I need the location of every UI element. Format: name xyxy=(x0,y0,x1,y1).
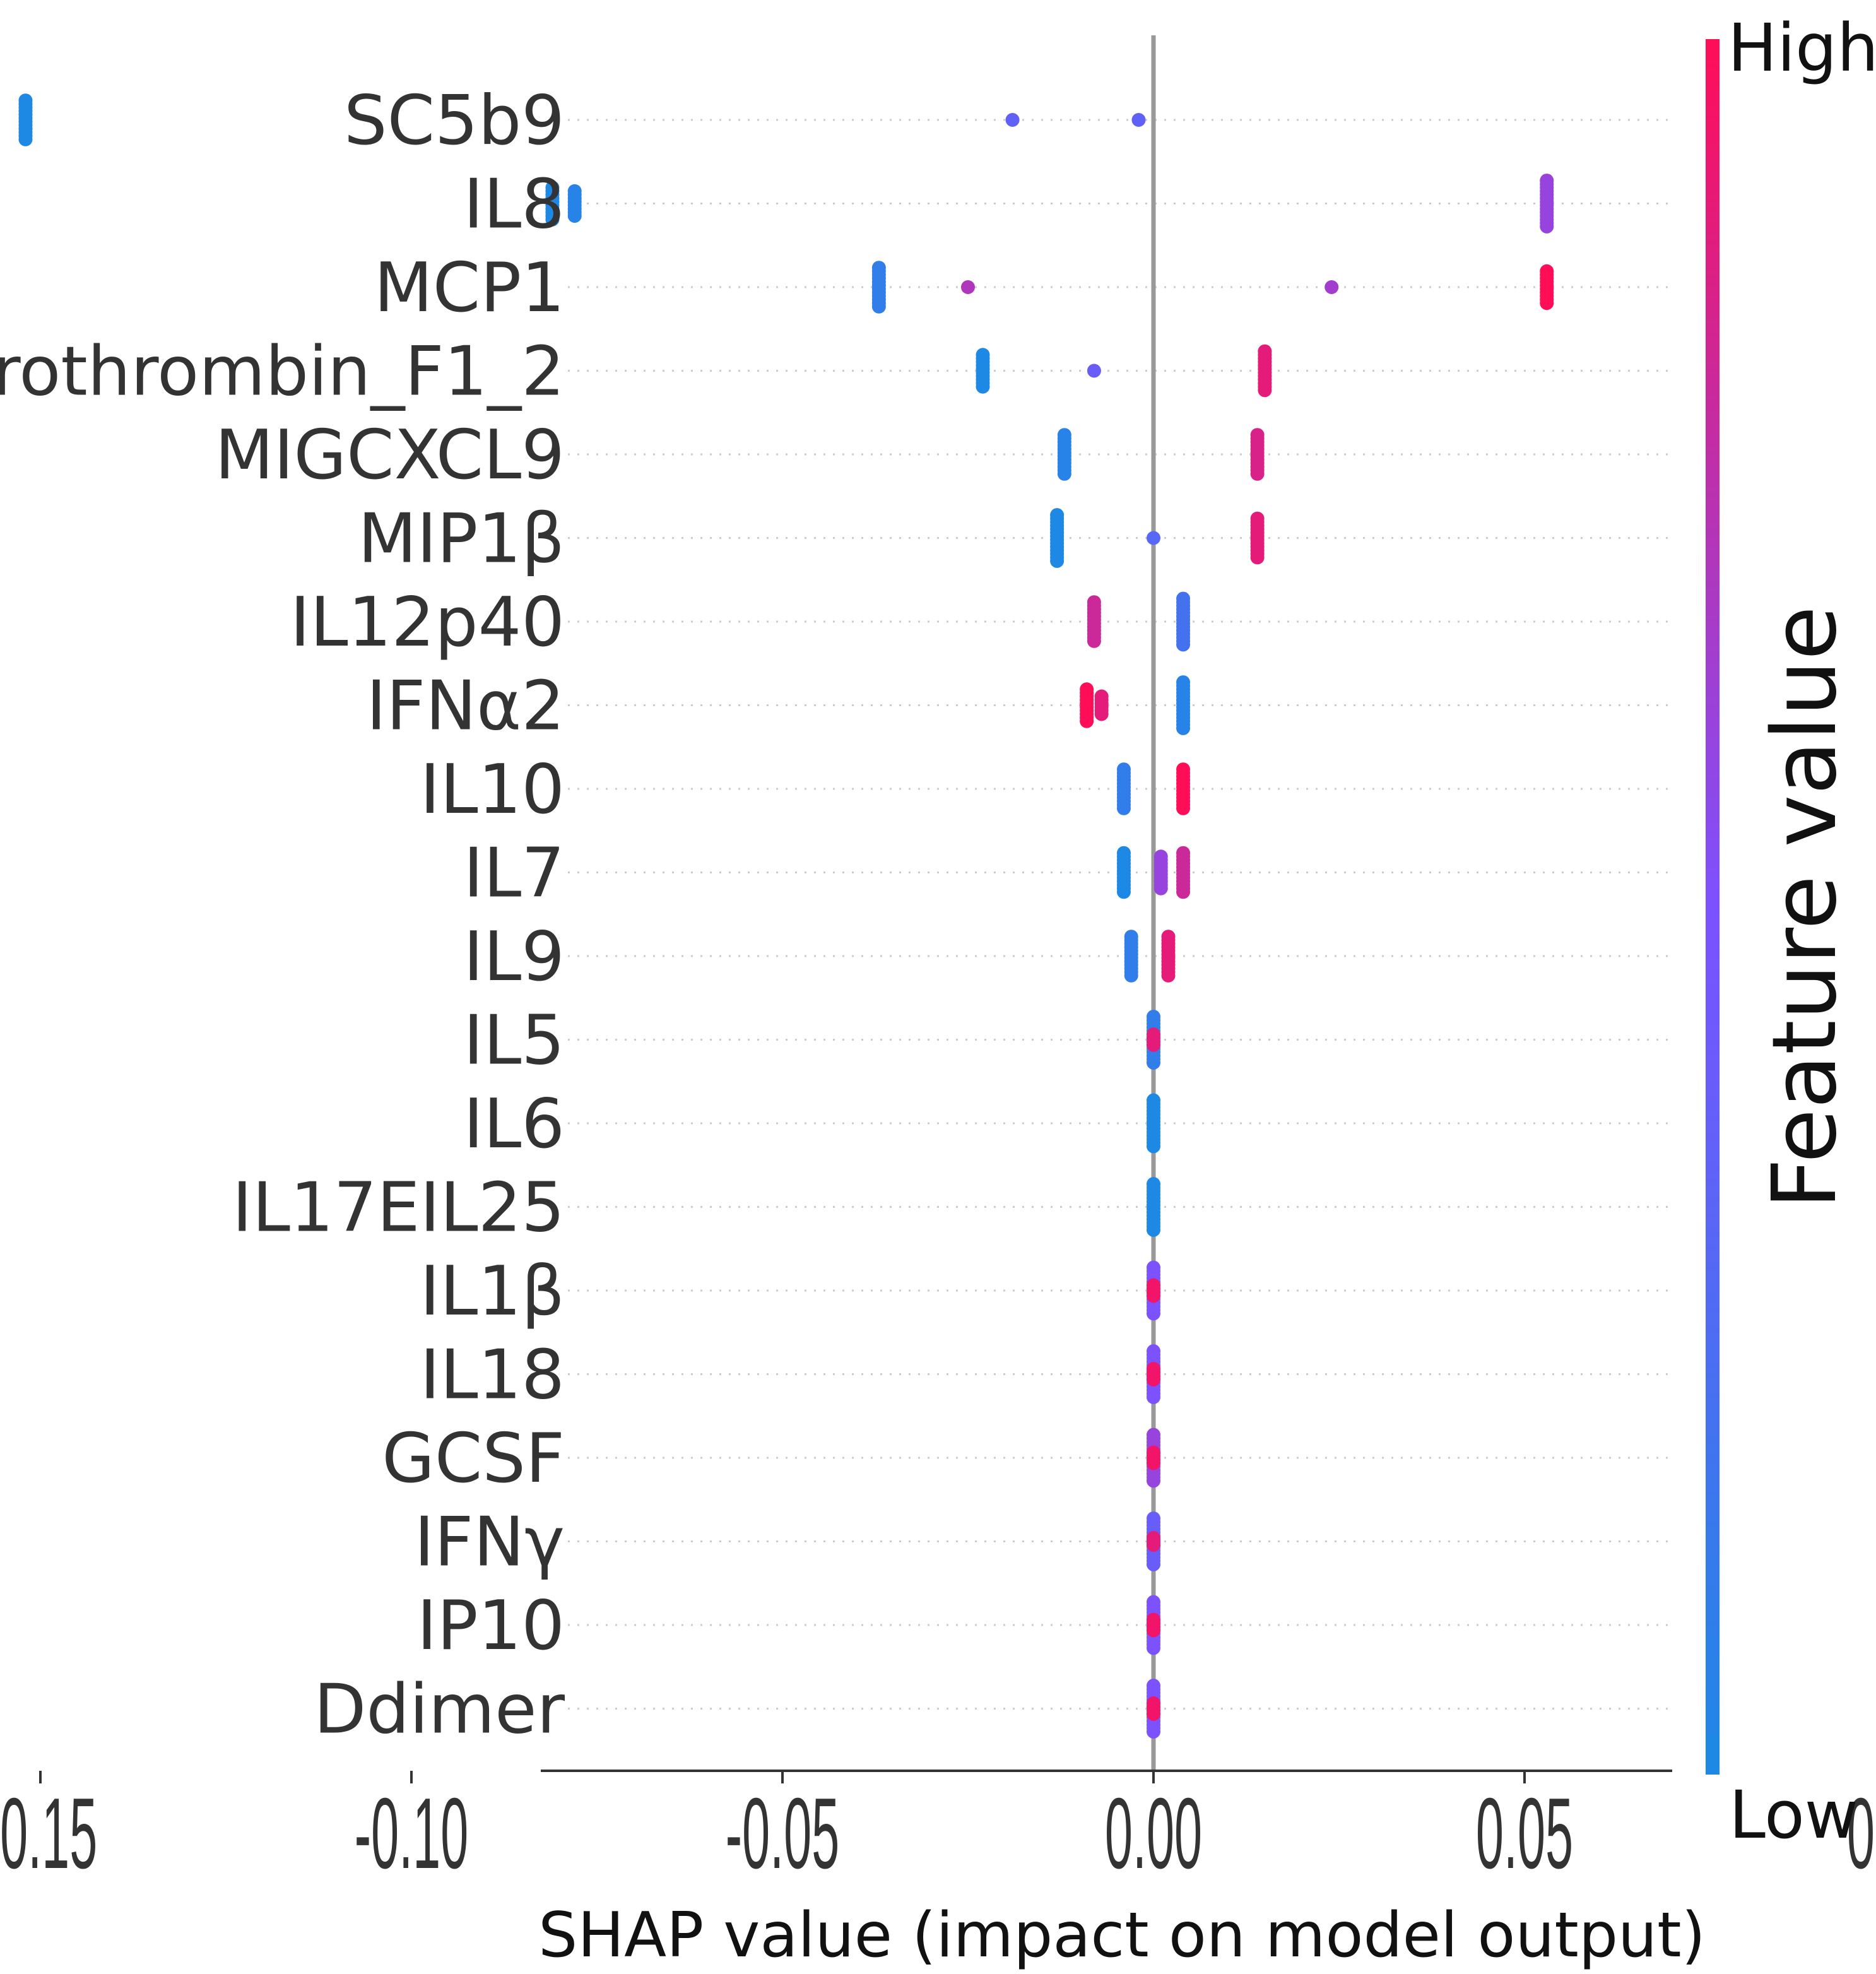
feature-label-il6: IL6 xyxy=(463,1085,565,1164)
point-il9-1-11 xyxy=(1161,968,1176,983)
feature-label-ifn-: IFNγ xyxy=(414,1503,565,1582)
feature-label-il12p40: IL12p40 xyxy=(290,583,565,662)
point-il18-1-3 xyxy=(1147,1372,1160,1386)
point-ifn--1-2 xyxy=(1147,1538,1160,1552)
point-il8-1-7 xyxy=(567,209,582,223)
point-prothrombin-f1-2-0-9 xyxy=(976,379,990,394)
feature-label-il18: IL18 xyxy=(420,1336,565,1415)
feature-label-sc5b9: SC5b9 xyxy=(344,81,565,160)
point-il6-0-13 xyxy=(1147,1139,1160,1154)
point-ddimer-1-3 xyxy=(1147,1706,1160,1721)
feature-label-prothrombin-f1-2: Prothrombin_F1_2 xyxy=(0,333,565,411)
feature-label-ip10: IP10 xyxy=(417,1587,565,1665)
colorbar xyxy=(1706,39,1720,1775)
feature-label-il17eil25: IL17EIL25 xyxy=(232,1169,565,1248)
feature-label-il8: IL8 xyxy=(463,165,565,244)
point-il17eil25-0-13 xyxy=(1147,1222,1160,1237)
feature-label-mcp1: MCP1 xyxy=(374,249,565,328)
data-points xyxy=(18,93,1554,1739)
point-sc5b9-1-0 xyxy=(1005,113,1020,127)
x-tick-label: -0.15 xyxy=(0,1777,97,1890)
point-il10-0-11 xyxy=(1116,801,1131,815)
feature-label-ifn-2: IFNα2 xyxy=(366,667,565,746)
point-il8-0-9 xyxy=(545,212,560,227)
point-ip10-0-13 xyxy=(1147,1641,1160,1655)
point-il18-0-13 xyxy=(1147,1390,1160,1404)
colorbar-low-end xyxy=(1706,1734,1720,1775)
point-il1--0-13 xyxy=(1147,1306,1160,1321)
point-il12p40-0-11 xyxy=(1087,634,1101,648)
feature-label-il10: IL10 xyxy=(420,750,565,829)
point-prothrombin-f1-2-2-11 xyxy=(1258,383,1272,398)
point-mip1--0-13 xyxy=(1050,553,1065,568)
feature-label-il1-: IL1β xyxy=(420,1252,565,1331)
point-migcxcl9-0-11 xyxy=(1057,466,1071,481)
colorbar-title: Feature value xyxy=(1754,606,1856,1209)
point-ifn-2-1-5 xyxy=(1094,707,1109,721)
point-sc5b9-2-0 xyxy=(1131,113,1146,127)
point-il10-1-11 xyxy=(1176,801,1191,815)
point-ddimer-0-13 xyxy=(1147,1724,1160,1739)
feature-label-il7: IL7 xyxy=(463,834,565,913)
feature-label-mip1-: MIP1β xyxy=(358,500,565,579)
point-mcp1-0-11 xyxy=(871,299,886,314)
point-gcsf-0-13 xyxy=(1147,1474,1160,1488)
x-axis-title: SHAP value (impact on model output) xyxy=(538,1900,1706,1971)
point-il9-0-11 xyxy=(1124,968,1138,983)
point-il7-2-11 xyxy=(1176,885,1191,899)
point-sc5b9-0-11 xyxy=(18,132,33,146)
x-tick-label: 0.10 xyxy=(1847,1777,1876,1890)
point-il5-1-3 xyxy=(1147,1037,1160,1052)
colorbar-low-label: Low xyxy=(1729,1776,1858,1853)
point-gcsf-1-3 xyxy=(1147,1456,1160,1470)
point-migcxcl9-1-11 xyxy=(1250,466,1265,481)
point-ifn--0-13 xyxy=(1147,1557,1160,1571)
point-prothrombin-f1-2-1-0 xyxy=(1087,363,1101,378)
point-il8-2-13 xyxy=(1540,219,1554,233)
point-il7-1-9 xyxy=(1153,881,1168,895)
row-gridlines xyxy=(568,119,1672,1710)
point-mcp1-3-9 xyxy=(1540,296,1554,310)
point-il5-0-13 xyxy=(1147,1055,1160,1070)
feature-label-gcsf: GCSF xyxy=(382,1419,565,1498)
point-mcp1-2-0 xyxy=(1324,280,1339,294)
point-mip1--2-11 xyxy=(1250,550,1265,565)
colorbar-high-label: High xyxy=(1728,9,1876,86)
point-mip1--1-0 xyxy=(1147,531,1160,545)
x-tick-label: 0.00 xyxy=(1105,1777,1202,1890)
feature-labels: SC5b9IL8MCP1Prothrombin_F1_2MIGCXCL9MIP1… xyxy=(0,81,565,1749)
feature-label-ddimer: Ddimer xyxy=(314,1670,565,1749)
x-axis-ticks: -0.15 -0.10 -0.05 0.00 0.05 0.10 xyxy=(0,1771,1876,1889)
x-tick-label: -0.10 xyxy=(355,1777,469,1890)
feature-label-il9: IL9 xyxy=(463,918,565,996)
point-il7-0-11 xyxy=(1116,885,1131,899)
point-il12p40-1-13 xyxy=(1176,637,1191,652)
point-ip10-1-3 xyxy=(1147,1623,1160,1638)
feature-label-il5: IL5 xyxy=(463,1002,565,1080)
point-ifn-2-2-13 xyxy=(1176,721,1191,735)
point-ifn-2-0-9 xyxy=(1080,714,1094,728)
x-tick-label: 0.05 xyxy=(1476,1777,1573,1890)
point-mcp1-1-0 xyxy=(961,280,975,294)
x-tick-label: -0.05 xyxy=(726,1777,840,1890)
feature-label-migcxcl9: MIGCXCL9 xyxy=(215,416,565,495)
point-il1--1-3 xyxy=(1147,1289,1160,1303)
